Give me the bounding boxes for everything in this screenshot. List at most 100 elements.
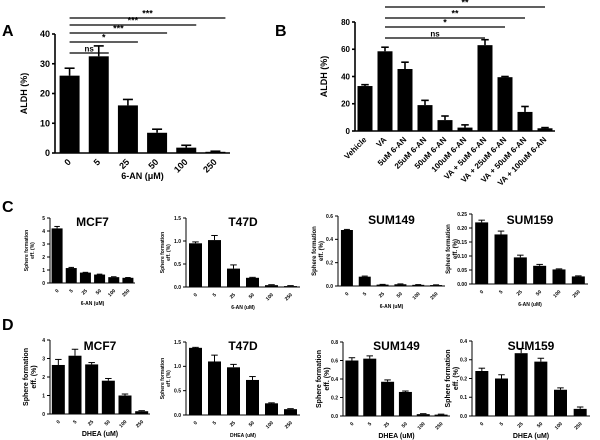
- bar: [79, 272, 91, 283]
- x-tick-label: 5: [367, 421, 373, 427]
- y-tick-label: 60: [341, 45, 350, 54]
- bar: [537, 128, 553, 131]
- y-axis-label: Sphere formation: [24, 230, 30, 271]
- y-tick-label: 0.4: [331, 377, 338, 383]
- chart-title: MCF7: [76, 215, 109, 229]
- x-tick-label: 100: [265, 292, 275, 302]
- chart-title: T47D: [228, 215, 258, 229]
- x-tick-label: 5: [212, 292, 218, 298]
- y-tick-label: 4: [42, 338, 45, 344]
- x-tick-label: 25: [117, 157, 131, 171]
- y-tick-label: 0.20: [457, 226, 467, 232]
- chart-title: SUM149: [373, 339, 420, 353]
- bar: [495, 378, 508, 416]
- bar: [475, 222, 489, 284]
- x-tick-label: 0: [193, 292, 199, 298]
- bar: [552, 269, 566, 284]
- x-tick-label: 0: [193, 420, 199, 426]
- y-tick-label: 0.0: [174, 285, 181, 291]
- bar: [265, 285, 278, 287]
- significance-label: ns: [84, 45, 94, 54]
- bar: [497, 77, 513, 131]
- panel-label-d: D: [2, 317, 14, 334]
- y-tick-label: 0.8: [331, 340, 338, 346]
- x-tick-label: 5: [362, 291, 368, 297]
- x-axis-label: 6-AN (uM): [81, 301, 105, 307]
- y-axis-label: eff. (%): [319, 241, 325, 261]
- x-axis-label: DHEA (uM): [82, 431, 118, 438]
- bar: [65, 268, 77, 283]
- x-tick-label: 0: [349, 421, 355, 427]
- x-tick-label: 0: [344, 291, 350, 297]
- y-tick-label: 40: [341, 72, 350, 81]
- bar: [534, 361, 548, 416]
- bar: [475, 371, 489, 416]
- y-axis-label: ALDH (%): [319, 56, 329, 98]
- x-tick-label: VA: [375, 135, 389, 149]
- y-tick-label: 0.4: [326, 237, 333, 243]
- bar: [59, 75, 80, 153]
- bar: [189, 243, 202, 287]
- y-tick-label: 0.6: [331, 358, 338, 364]
- x-tick-label: 100: [417, 421, 427, 431]
- y-axis-label: eff. (%): [324, 367, 331, 390]
- bar: [571, 276, 585, 284]
- y-tick-label: 0: [346, 127, 351, 136]
- bar: [51, 364, 65, 414]
- x-tick-label: 5: [212, 420, 218, 426]
- bar: [554, 389, 567, 416]
- y-axis-label: eff. (%): [31, 365, 38, 388]
- y-tick-label: 0.5: [174, 388, 181, 394]
- y-tick-label: 0: [42, 281, 45, 287]
- bar: [227, 268, 240, 287]
- bar: [345, 360, 359, 416]
- x-tick-label: 250: [434, 421, 444, 431]
- x-tick-label: 25: [229, 420, 237, 428]
- bar: [101, 380, 115, 414]
- x-axis-label: DHEA (uM): [513, 433, 549, 440]
- chart-title: SUM159: [508, 339, 555, 353]
- panel-label-a: A: [2, 23, 14, 40]
- x-tick-label: 0: [62, 157, 73, 168]
- significance-label: **: [461, 0, 469, 8]
- y-tick-label: 0.2: [331, 395, 338, 401]
- significance-label: *: [443, 18, 447, 28]
- x-tick-label: 50: [104, 419, 112, 427]
- bar: [265, 403, 278, 415]
- y-axis-label: Sphere formation: [160, 232, 166, 273]
- bar: [205, 151, 226, 153]
- bar: [513, 257, 527, 284]
- y-tick-label: 0.1: [460, 395, 467, 401]
- bar: [122, 277, 134, 283]
- bar: [208, 240, 221, 287]
- bar: [494, 234, 508, 284]
- y-tick-label: 3: [42, 242, 45, 248]
- x-axis-label: 6-AN (uM): [231, 305, 255, 311]
- bar: [85, 364, 99, 414]
- y-tick-label: 0.10: [457, 254, 467, 260]
- x-tick-label: 25: [378, 291, 386, 299]
- y-axis-label: eff. (%): [453, 239, 459, 259]
- bar: [376, 284, 389, 286]
- bar: [533, 265, 547, 284]
- y-axis-label: eff. (%): [453, 367, 460, 390]
- x-axis-label: 6-AN (uM): [518, 302, 542, 308]
- x-tick-label: 0: [479, 421, 485, 427]
- y-tick-label: 0.0: [331, 414, 338, 420]
- significance-label: ***: [113, 24, 124, 34]
- y-tick-label: 40: [40, 29, 50, 39]
- bar: [457, 127, 473, 131]
- bar: [117, 105, 138, 153]
- bar: [147, 132, 168, 153]
- y-tick-label: 0.00: [457, 282, 467, 288]
- y-tick-label: 1: [42, 268, 45, 274]
- x-axis-label: 6-AN (μM): [121, 171, 164, 181]
- y-tick-label: 4: [42, 229, 45, 235]
- x-tick-label: 50: [396, 291, 404, 299]
- significance-label: ***: [128, 16, 139, 26]
- bar: [340, 230, 353, 286]
- x-tick-label: 0: [54, 288, 60, 294]
- bar: [514, 353, 528, 416]
- x-tick-label: 0: [479, 289, 485, 295]
